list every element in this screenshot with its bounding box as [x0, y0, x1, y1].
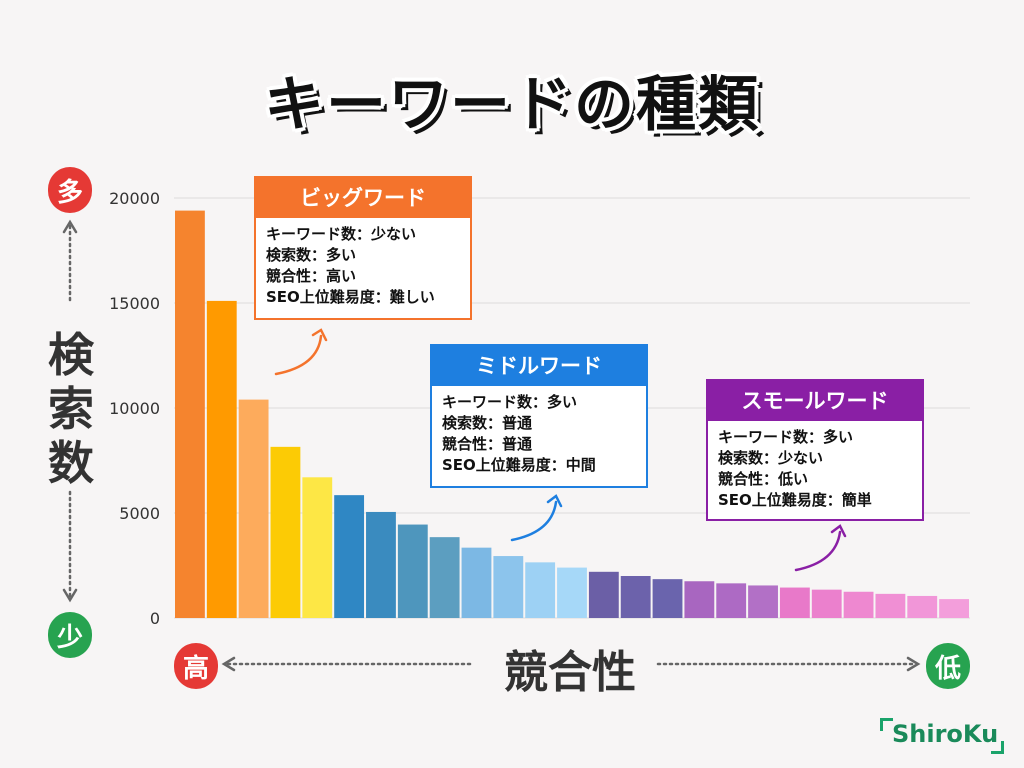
arrow-head — [62, 219, 78, 234]
big-word-line: 競合性：高い — [266, 267, 357, 285]
bar — [270, 446, 301, 618]
middle-word-line: SEO上位難易度：中間 — [442, 456, 596, 474]
page-title-text: キーワードの種類 — [264, 70, 760, 140]
logo-bracket-right — [991, 741, 1004, 754]
x-axis-title: 競合性 — [504, 647, 636, 698]
callout-arrow-head — [830, 524, 847, 538]
bar — [493, 556, 524, 618]
callout-arrow-big — [274, 334, 323, 376]
y-tick-label: 10000 — [109, 399, 160, 418]
small-word-title: スモールワード — [708, 381, 922, 421]
y-top-label: 多 — [48, 167, 92, 213]
x-left-label: 高 — [174, 643, 218, 689]
bar — [302, 477, 333, 618]
arrow-head — [62, 588, 78, 603]
bar — [429, 537, 460, 618]
logo-bracket-left — [880, 718, 893, 731]
bar — [875, 593, 906, 618]
bar — [907, 595, 938, 618]
bar — [684, 581, 715, 618]
arrow-head — [221, 656, 236, 672]
bar — [461, 547, 492, 618]
bar — [206, 300, 237, 618]
small-word-line: SEO上位難易度：簡単 — [718, 491, 872, 509]
bar — [843, 591, 874, 618]
y-bottom-label: 少 — [48, 612, 92, 658]
middle-word-box: ミドルワード キーワード数：多い 検索数：普通 競合性：普通 SEO上位難易度：… — [430, 344, 648, 488]
bar — [748, 585, 778, 618]
callout-arrow-small — [794, 530, 842, 572]
small-word-box: スモールワード キーワード数：多い 検索数：少ない 競合性：低い SEO上位難易… — [706, 379, 924, 521]
bar — [334, 495, 365, 618]
big-word-box: ビッグワード キーワード数：少ない 検索数：多い 競合性：高い SEO上位難易度… — [254, 176, 472, 320]
bar — [366, 511, 396, 618]
bar — [652, 579, 683, 618]
bar — [557, 567, 587, 618]
x-right-label: 低 — [926, 643, 970, 689]
small-word-line: 競合性：低い — [718, 470, 809, 488]
middle-word-line: 競合性：普通 — [442, 435, 533, 453]
middle-word-line: 検索数：普通 — [442, 414, 533, 432]
bar — [939, 599, 969, 618]
bar — [588, 571, 619, 618]
callout-arrow-middle — [510, 500, 558, 542]
y-tick-label: 0 — [150, 609, 160, 628]
small-word-line: 検索数：少ない — [718, 449, 824, 467]
bar — [238, 399, 269, 618]
y-tick-label: 20000 — [109, 189, 160, 208]
y-axis-title: 検索数 — [48, 328, 94, 490]
big-word-line: キーワード数：少ない — [266, 225, 417, 243]
callout-arrow-head — [311, 328, 328, 342]
y-tick-label: 5000 — [119, 504, 160, 523]
arrow-head — [906, 656, 921, 672]
bar — [525, 562, 556, 618]
middle-word-line: キーワード数：多い — [442, 393, 578, 411]
small-word-line: キーワード数：多い — [718, 428, 854, 446]
shiroku-logo: ShiroKu — [880, 716, 1004, 756]
bar — [397, 524, 428, 618]
callout-arrow-head — [546, 494, 563, 508]
page-title: キーワードの種類 — [0, 52, 1024, 147]
bar — [779, 587, 810, 618]
bar — [175, 210, 205, 618]
bar — [716, 583, 747, 618]
big-word-line: 検索数：多い — [266, 246, 357, 264]
logo-text: ShiroKu — [892, 720, 999, 748]
y-tick-label: 15000 — [109, 294, 160, 313]
big-word-title: ビッグワード — [256, 178, 470, 218]
big-word-line: SEO上位難易度：難しい — [266, 288, 435, 306]
middle-word-title: ミドルワード — [432, 346, 646, 386]
bar — [811, 589, 842, 618]
bar — [620, 576, 651, 618]
